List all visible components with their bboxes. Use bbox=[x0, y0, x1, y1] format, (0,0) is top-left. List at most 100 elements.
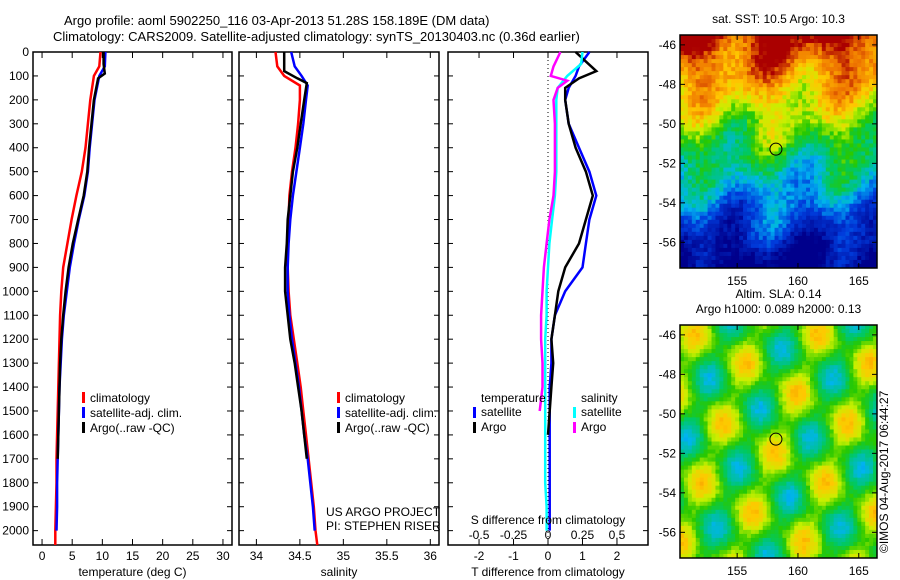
x2-tick-label: 0 bbox=[545, 528, 552, 542]
annotation-project: US ARGO PROJECT bbox=[326, 505, 441, 519]
y-tick-label: 400 bbox=[9, 141, 29, 155]
y-tick-label: -50 bbox=[659, 117, 677, 131]
y-tick-label: 1900 bbox=[2, 500, 29, 514]
legend-label: climatology bbox=[90, 391, 150, 405]
x-tick-label: 15 bbox=[126, 549, 140, 563]
x-tick-label: 34.5 bbox=[288, 549, 312, 563]
x-tick-label: 0 bbox=[545, 549, 552, 563]
y-tick-label: 1000 bbox=[2, 284, 29, 298]
y-tick-label: -50 bbox=[659, 407, 677, 421]
y-tick-label: -54 bbox=[659, 486, 677, 500]
y-tick-label: 600 bbox=[9, 189, 29, 203]
legend-swatch bbox=[473, 407, 476, 418]
legend-swatch bbox=[82, 407, 85, 418]
legend-label: Argo bbox=[481, 420, 507, 434]
y-tick-label: -54 bbox=[659, 196, 677, 210]
x-tick-label: 160 bbox=[788, 274, 808, 288]
x-tick-label: 2 bbox=[614, 549, 621, 563]
y-tick-label: -46 bbox=[659, 328, 677, 342]
y-tick-label: 300 bbox=[9, 117, 29, 131]
legend-swatch bbox=[573, 407, 576, 418]
x-tick-label: -2 bbox=[474, 549, 485, 563]
y-tick-label: -56 bbox=[659, 235, 677, 249]
series-temperature-argo bbox=[546, 51, 599, 435]
legend-swatch bbox=[337, 422, 340, 433]
x-tick-label: 160 bbox=[788, 564, 808, 578]
y-tick-label: 1400 bbox=[2, 380, 29, 394]
y-tick-label: -52 bbox=[659, 446, 677, 460]
series-salinity-satellite bbox=[543, 51, 584, 531]
y-tick-label: 900 bbox=[9, 260, 29, 274]
y-tick-label: 1500 bbox=[2, 404, 29, 418]
argo-position-marker bbox=[769, 432, 783, 446]
x-tick-label: -1 bbox=[508, 549, 519, 563]
legend-label: satellite-adj. clim. bbox=[345, 406, 437, 420]
x-axis-label: salinity bbox=[321, 565, 358, 579]
y-tick-label: 800 bbox=[9, 236, 29, 250]
x-tick-label: 0 bbox=[39, 549, 46, 563]
legend-swatch bbox=[82, 422, 85, 433]
sst-map-frame bbox=[679, 34, 878, 269]
y-tick-label: 1800 bbox=[2, 476, 29, 490]
difference-profile-frame bbox=[447, 51, 649, 546]
x-tick-label: 1 bbox=[579, 549, 586, 563]
legend-label: Argo bbox=[581, 420, 607, 434]
legend-label: Argo(..raw -QC) bbox=[90, 421, 175, 435]
argo-position-marker bbox=[769, 142, 783, 156]
x-tick-label: 25 bbox=[186, 549, 200, 563]
legend-swatch bbox=[337, 407, 340, 418]
legend-title-salinity: salinity bbox=[581, 391, 618, 405]
legend-label: satellite-adj. clim. bbox=[90, 406, 182, 420]
series-argo-raw-qc- bbox=[282, 52, 309, 459]
y-tick-label: -46 bbox=[659, 38, 677, 52]
y-tick-label: 100 bbox=[9, 69, 29, 83]
y-tick-label: 0 bbox=[22, 45, 29, 59]
credit-label: ©IMOS 04-Aug-2017 06:44:27 bbox=[877, 390, 891, 553]
x-tick-label: 155 bbox=[727, 564, 747, 578]
x2-tick-label: 0.25 bbox=[571, 528, 595, 542]
x2-tick-label: -0.5 bbox=[469, 528, 490, 542]
sla-map-cells bbox=[680, 325, 878, 559]
series-argo-raw-qc- bbox=[56, 52, 107, 459]
legend-swatch bbox=[82, 392, 85, 403]
map-title-line-1: Altim. SLA: 0.14 bbox=[735, 287, 821, 301]
salinity-profile-frame bbox=[238, 51, 440, 546]
title-line-2: Climatology: CARS2009. Satellite-adjuste… bbox=[53, 29, 580, 44]
y-tick-label: -48 bbox=[659, 367, 677, 381]
map-title-line-2: Argo h1000: 0.089 h2000: 0.13 bbox=[696, 302, 862, 316]
y-tick-label: 500 bbox=[9, 165, 29, 179]
y-tick-label: -56 bbox=[659, 525, 677, 539]
y-tick-label: 1600 bbox=[2, 428, 29, 442]
legend-label: climatology bbox=[345, 391, 405, 405]
x-tick-label: 165 bbox=[849, 564, 869, 578]
y-tick-label: 1100 bbox=[3, 308, 29, 322]
legend-swatch bbox=[573, 422, 576, 433]
x-tick-label: 35.5 bbox=[375, 549, 399, 563]
legend-label: Argo(..raw -QC) bbox=[345, 421, 430, 435]
y-tick-label: 2000 bbox=[2, 524, 29, 538]
x-tick-label: 35 bbox=[337, 549, 351, 563]
x-tick-label: 155 bbox=[727, 274, 747, 288]
x-axis-label: T difference from climatology bbox=[471, 565, 625, 579]
legend-swatch bbox=[337, 392, 340, 403]
legend-title-temperature: temperature bbox=[481, 391, 546, 405]
legend-label: satellite bbox=[481, 405, 522, 419]
x-tick-label: 10 bbox=[96, 549, 110, 563]
y-tick-label: -48 bbox=[659, 77, 677, 91]
x-tick-label: 20 bbox=[156, 549, 170, 563]
x-tick-label: 165 bbox=[849, 274, 869, 288]
x-tick-label: 5 bbox=[69, 549, 76, 563]
x-tick-label: 36 bbox=[424, 549, 438, 563]
legend-label: satellite bbox=[581, 405, 622, 419]
x-axis-label: temperature (deg C) bbox=[78, 565, 186, 579]
x2-tick-label: 0.5 bbox=[609, 528, 626, 542]
y-tick-label: -52 bbox=[659, 156, 677, 170]
map-title: sat. SST: 10.5 Argo: 10.3 bbox=[712, 12, 845, 26]
title-line-1: Argo profile: aoml 5902250_116 03-Apr-20… bbox=[64, 13, 490, 28]
y-tick-label: 1200 bbox=[2, 332, 29, 346]
x-tick-label: 30 bbox=[216, 549, 230, 563]
y-tick-label: 200 bbox=[9, 93, 29, 107]
series-salinity-argo bbox=[538, 51, 571, 412]
x-tick-label: 34 bbox=[250, 549, 264, 563]
